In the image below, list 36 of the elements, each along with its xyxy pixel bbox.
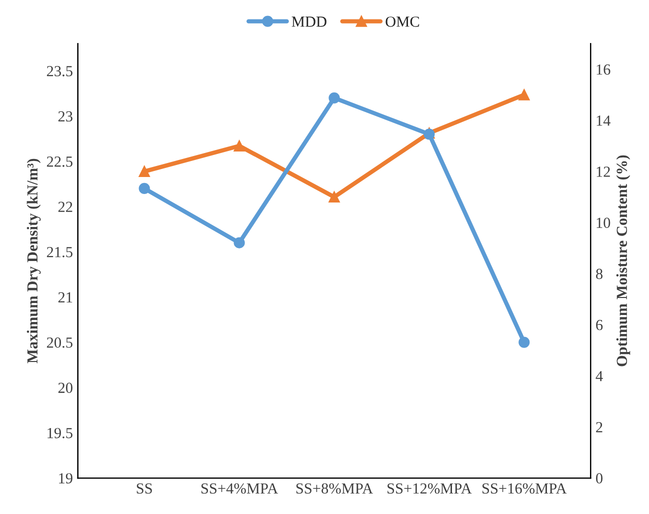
legend-label: OMC [386,16,420,27]
y2-tick-label: 2 [596,422,602,432]
y-tick-label: 21.5 [46,246,72,258]
y-tick-label: 22.5 [46,156,72,167]
y2-tick-label: 0 [596,473,603,484]
point [234,140,245,152]
y-tick-label: 19.5 [48,428,72,438]
point [138,166,150,177]
y2-tick-label: 4 [596,371,603,382]
y2-tick-label: 8 [596,268,603,280]
y-tick-label: 23 [58,111,72,122]
x-tick-label: SS+16%MPA [482,483,567,494]
x-tick-label: SS+4%MPA [201,483,278,494]
x-tick-label: SS+8%MPA [296,483,373,494]
y2-axis-title: Optimum Moisture Content (%) [616,155,630,366]
point [234,237,245,248]
y-tick-label: 20.5 [46,337,72,348]
point [328,191,340,203]
y-tick-label: 20 [58,382,72,393]
point [518,89,530,100]
y2-tick-label: 12 [596,166,610,177]
y2-tick-label: 10 [596,218,610,228]
x-tick-label: SS [136,483,152,494]
y-axis-title: Maximum Dry Density (kN/m³) [26,158,41,364]
point [138,182,150,194]
y-tick-label: 21 [58,292,72,302]
y-tick-label: 22 [58,202,72,212]
y2-tick-label: 6 [596,320,603,330]
x-tick-label: SS+12%MPA [388,483,472,494]
y2-tick-label: 14 [596,116,610,126]
legend-label: MDD [292,16,326,27]
y-tick-label: 23.5 [46,66,72,76]
y-tick-label: 19 [59,473,72,484]
point [518,336,530,348]
y2-tick-label: 16 [596,64,610,75]
point [328,92,340,104]
